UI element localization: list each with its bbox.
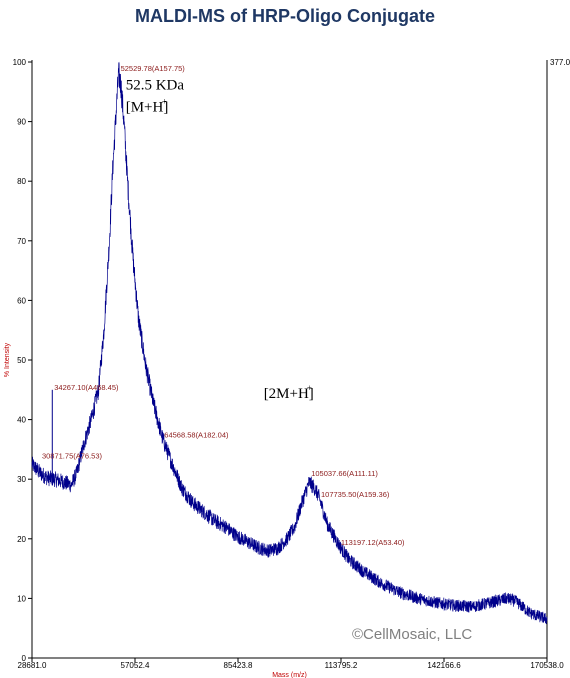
y-tick-label: 40	[17, 416, 26, 425]
x-tick-label: 113795.2	[325, 661, 358, 670]
chart-title: MALDI-MS of HRP-Oligo Conjugate	[135, 6, 435, 26]
series-layer	[31, 61, 548, 625]
y-tick-label: 10	[17, 594, 26, 603]
y-axis-title: % Intensity	[4, 342, 11, 377]
y-tick-label: 70	[17, 237, 26, 246]
x-tick-label: 85423.8	[224, 661, 253, 670]
y-tick-label: 50	[17, 356, 26, 365]
x-tick-label: 57052.4	[121, 661, 150, 670]
y-tick-label: 30	[17, 475, 26, 484]
peak-label: 113197.12(A53.40)	[341, 538, 405, 547]
annotation-charge: +	[307, 383, 312, 393]
labels-layer: 52529.78(A157.75) 34267.10(A468.45) 30871.…	[42, 64, 405, 547]
y-tick-label: 100	[13, 58, 27, 67]
annotation-charge: +	[162, 97, 167, 107]
y-tick-label: 0	[22, 654, 27, 663]
spectrum-trace	[31, 61, 548, 625]
watermark-text: ©CellMosaic, LLC	[352, 626, 473, 643]
y-tick-label: 20	[17, 535, 26, 544]
x-tick-label: 142166.6	[427, 661, 461, 670]
right-axis-max-label: 377.0	[550, 58, 570, 67]
y-tick-label: 80	[17, 177, 26, 186]
peak-label: 34267.10(A468.45)	[54, 383, 119, 392]
y-tick-label: 60	[17, 296, 26, 305]
x-axis-title: Mass (m/z)	[272, 672, 307, 678]
annotation-ion: [2M+H]	[264, 386, 314, 402]
peak-label: 30871.75(A76.53)	[42, 451, 103, 460]
y-tick-label: 90	[17, 118, 26, 127]
axes: 0 10 20 30 40 50 60 70 80 90 100 28681.0 57052.4 8542…	[4, 58, 570, 678]
peak-label: 52529.78(A157.75)	[121, 64, 186, 73]
annotation-mass: 52.5 KDa	[126, 78, 185, 94]
peak-label: 64568.58(A182.04)	[164, 430, 229, 439]
peak-label: 105037.66(A111.11)	[311, 469, 378, 478]
x-tick-label: 170538.0	[530, 661, 564, 670]
annotation-ion: [M+H]	[126, 100, 169, 116]
peak-label: 107735.50(A159.36)	[321, 490, 390, 499]
x-tick-label: 28681.0	[18, 661, 47, 670]
